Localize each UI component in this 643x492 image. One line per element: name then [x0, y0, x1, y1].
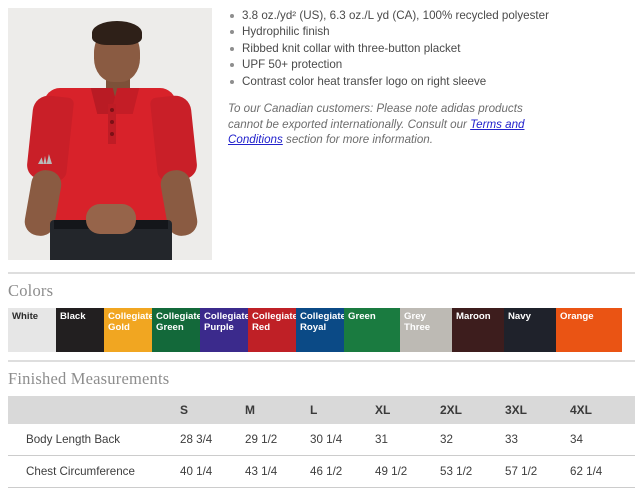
- color-swatch[interactable]: Orange: [556, 308, 622, 352]
- finished-measurements-table: S M L XL 2XL 3XL 4XL Body Length Back 28 3/4 29 …: [8, 396, 635, 492]
- note-text-after-link: section for more information.: [282, 133, 433, 147]
- measurement-value: 32: [440, 433, 453, 446]
- color-swatch[interactable]: Black: [56, 308, 104, 352]
- color-swatches-wrapper: White Black Collegiate Gold Collegiate Gree…: [0, 308, 643, 360]
- color-swatch-label: Green: [348, 311, 376, 322]
- table-row: Sleeve Length9 1/21010 1/410 1/210 3/411…: [8, 487, 635, 492]
- feature-list-item: Ribbed knit collar with three-button pla…: [228, 41, 637, 57]
- column-header-size: 2XL: [440, 396, 505, 424]
- measurement-value: 31: [375, 433, 388, 446]
- color-swatch[interactable]: Collegiate Royal: [296, 308, 346, 352]
- section-divider: [8, 272, 635, 274]
- measurement-value: 11 1/2: [570, 487, 635, 492]
- measurement-value: 30 1/4: [310, 433, 343, 446]
- table-body: Body Length Back 28 3/4 29 1/2 30 1/4 31 32 33…: [8, 424, 635, 492]
- color-swatch-label: Collegiate Royal: [300, 311, 346, 334]
- color-swatch[interactable]: Navy: [504, 308, 556, 352]
- measurement-value: 9 1/2: [180, 487, 245, 492]
- measurement-value: 34: [570, 433, 583, 446]
- note-text-before-link: To our Canadian customers: Please note a…: [228, 102, 523, 131]
- table-header-row: S M L XL 2XL 3XL 4XL: [8, 396, 635, 424]
- color-swatch-label: Grey Three: [404, 311, 431, 334]
- column-header-size: M: [245, 396, 310, 424]
- measurement-value: 53 1/2: [440, 455, 505, 488]
- column-header-size: S: [180, 396, 245, 424]
- canadian-customers-note: To our Canadian customers: Please note a…: [228, 101, 558, 148]
- feature-list-item: Contrast color heat transfer logo on rig…: [228, 74, 637, 90]
- measurement-value: 49 1/2: [375, 455, 440, 488]
- color-swatch-label: Collegiate Purple: [204, 311, 250, 334]
- column-header-size: L: [310, 396, 375, 424]
- table-row: Body Length Back 28 3/4 29 1/2 30 1/4 31 32 33…: [8, 424, 635, 456]
- color-swatch-label: Maroon: [456, 311, 491, 322]
- feature-list-item: UPF 50+ protection: [228, 57, 637, 73]
- measurement-label: Sleeve Length: [8, 487, 180, 492]
- adidas-logo-icon: [38, 154, 52, 164]
- column-header-size: 4XL: [570, 396, 635, 424]
- measurement-value: 10: [245, 487, 310, 492]
- color-swatch[interactable]: Collegiate Gold: [104, 308, 154, 352]
- color-swatch-label: Collegiate Red: [252, 311, 298, 334]
- measurements-section-title: Finished Measurements: [8, 369, 170, 388]
- color-swatch-list: White Black Collegiate Gold Collegiate Gree…: [8, 308, 635, 352]
- measurement-value: 10 3/4: [440, 487, 505, 492]
- column-header-size: 3XL: [505, 396, 570, 424]
- color-swatch-label: Collegiate Gold: [108, 311, 154, 334]
- measurement-value: 11 1/4: [505, 487, 570, 492]
- product-photo[interactable]: [8, 8, 212, 260]
- color-swatch[interactable]: Maroon: [452, 308, 504, 352]
- measurement-value: 33: [505, 433, 518, 446]
- feature-list-item: Hydrophilic finish: [228, 24, 637, 40]
- feature-list: 3.8 oz./yd² (US), 6.3 oz./L yd (CA), 100…: [228, 8, 637, 90]
- table-row: Chest Circumference 40 1/4 43 1/4 46 1/2 49 …: [8, 455, 635, 488]
- color-swatch[interactable]: Green: [344, 308, 400, 352]
- color-swatch[interactable]: Collegiate Red: [248, 308, 298, 352]
- measurement-value: 57 1/2: [505, 455, 570, 488]
- color-swatch-label: White: [12, 311, 39, 322]
- measurement-label: Body Length Back: [26, 433, 121, 446]
- measurement-value: 29 1/2: [245, 433, 278, 446]
- measurement-value: 46 1/2: [310, 455, 375, 488]
- product-specs-column: 3.8 oz./yd² (US), 6.3 oz./L yd (CA), 100…: [220, 0, 643, 260]
- color-swatch-label: Black: [60, 311, 86, 322]
- color-swatch[interactable]: White: [8, 308, 56, 352]
- measurement-value: 62 1/4: [570, 455, 635, 488]
- color-swatch-label: Navy: [508, 311, 531, 322]
- feature-list-item: 3.8 oz./yd² (US), 6.3 oz./L yd (CA), 100…: [228, 8, 637, 24]
- color-swatch[interactable]: Collegiate Purple: [200, 308, 250, 352]
- measurement-value: 28 3/4: [180, 433, 213, 446]
- measurement-value: 10 1/4: [310, 487, 375, 492]
- column-header-size: XL: [375, 396, 440, 424]
- terms-and-conditions-link[interactable]: Terms and Conditions: [228, 117, 525, 147]
- section-divider: [8, 360, 635, 362]
- color-swatch-label: Orange: [560, 311, 594, 322]
- table-header: S M L XL 2XL 3XL 4XL: [8, 396, 635, 424]
- measurement-value: 40 1/4: [180, 455, 245, 488]
- measurement-value: 43 1/4: [245, 455, 310, 488]
- color-swatch[interactable]: Grey Three: [400, 308, 452, 352]
- color-swatch[interactable]: Collegiate Green: [152, 308, 202, 352]
- colors-section-title: Colors: [8, 281, 54, 300]
- column-header-measurement: [8, 396, 180, 424]
- measurement-label: Chest Circumference: [8, 455, 180, 488]
- product-image-column: [0, 0, 220, 260]
- measurement-value: 10 1/2: [375, 487, 440, 492]
- color-swatch-label: Collegiate Green: [156, 311, 202, 334]
- product-summary-section: 3.8 oz./yd² (US), 6.3 oz./L yd (CA), 100…: [0, 0, 643, 260]
